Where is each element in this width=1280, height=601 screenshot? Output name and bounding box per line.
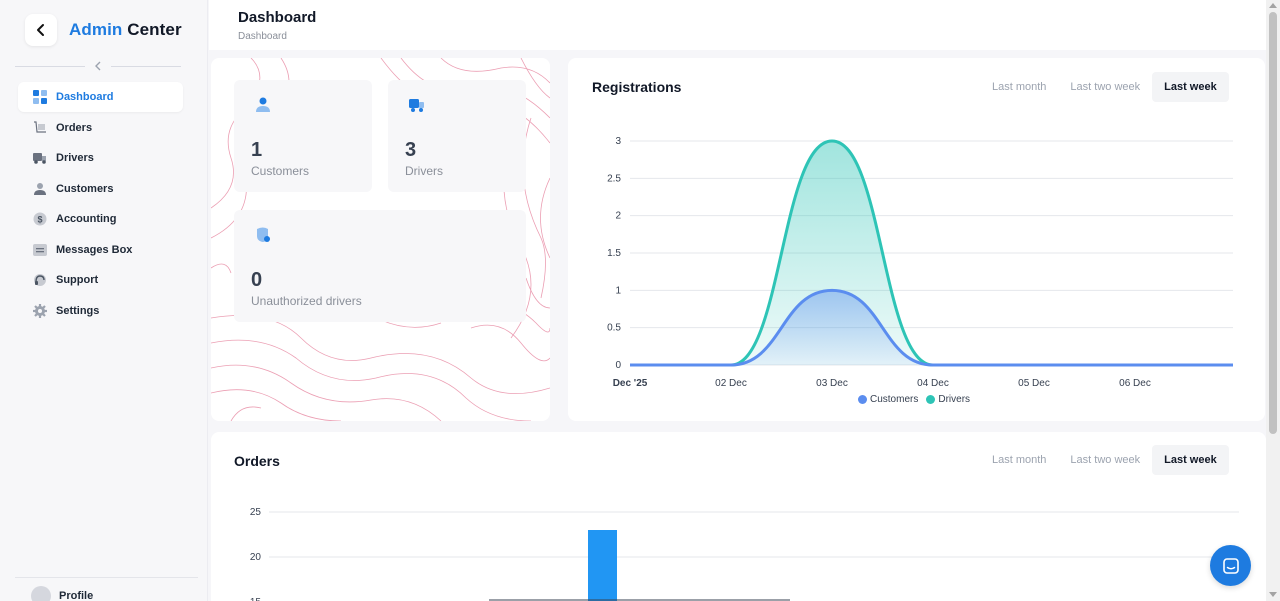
line-customers bbox=[629, 288, 1233, 367]
customers-label: Customers bbox=[251, 164, 310, 178]
customers-stat-card[interactable]: 1 Customers bbox=[234, 80, 372, 192]
y-tick-label: 25 bbox=[250, 507, 262, 518]
truck-icon bbox=[33, 151, 47, 165]
message-icon bbox=[33, 243, 47, 257]
truck-icon bbox=[409, 99, 424, 112]
drivers-label: Drivers bbox=[405, 164, 443, 178]
y-tick-label: 3 bbox=[615, 136, 621, 147]
y-tick-label: 2 bbox=[615, 211, 621, 222]
y-tick-label: 15 bbox=[250, 597, 262, 601]
legend-item-drivers[interactable]: Drivers bbox=[926, 394, 970, 405]
scrollbar[interactable] bbox=[1266, 0, 1280, 601]
svg-text:$: $ bbox=[37, 215, 42, 225]
dashboard-icon bbox=[33, 90, 47, 104]
drivers-stat-card[interactable]: 3 Drivers bbox=[388, 80, 526, 192]
unauthorized-drivers-stat-card[interactable]: 0 Unauthorized drivers bbox=[234, 210, 526, 322]
chevron-left-icon bbox=[37, 24, 44, 36]
chevron-left-icon bbox=[90, 58, 106, 76]
sidebar-item-label: Settings bbox=[56, 304, 100, 317]
tab-last-month[interactable]: Last month bbox=[992, 454, 1047, 466]
orders-icon bbox=[33, 120, 47, 135]
registrations-tabs: Last month Last two week Last week bbox=[980, 72, 1229, 102]
scrollbar-thumb[interactable] bbox=[1269, 12, 1277, 434]
x-tick-label: Dec '25 bbox=[613, 378, 648, 389]
page-title: Dashboard bbox=[238, 9, 317, 26]
sidebar-item-label: Customers bbox=[56, 182, 114, 195]
collapse-sidebar-button[interactable] bbox=[15, 58, 181, 76]
bar bbox=[588, 530, 617, 601]
sidebar-item-label: Dashboard bbox=[56, 91, 114, 103]
unauthorized-drivers-label: Unauthorized drivers bbox=[251, 294, 362, 308]
customers-count: 1 bbox=[251, 139, 263, 161]
sidebar: Admin Center Dashboard Orders Drivers Cu… bbox=[0, 0, 208, 601]
registrations-legend: Customers Drivers bbox=[858, 394, 978, 405]
area-drivers bbox=[630, 141, 1233, 365]
sidebar-item-orders[interactable]: Orders bbox=[18, 113, 183, 143]
y-tick-label: 1 bbox=[615, 285, 621, 296]
orders-panel: Orders Last month Last two week Last wee… bbox=[211, 432, 1266, 601]
y-tick-label: 1.5 bbox=[607, 248, 621, 259]
sidebar-item-customers[interactable]: Customers bbox=[18, 174, 183, 204]
sidebar-nav: Dashboard Orders Drivers Customers $ Acc… bbox=[18, 82, 183, 326]
sidebar-item-label: Orders bbox=[56, 121, 93, 134]
area-customers bbox=[630, 290, 1233, 365]
scroll-up-icon[interactable] bbox=[1269, 3, 1277, 8]
y-tick-label: 20 bbox=[250, 552, 262, 563]
legend-marker bbox=[858, 395, 867, 404]
profile-button[interactable]: Profile bbox=[15, 577, 198, 601]
sidebar-item-label: Drivers bbox=[56, 152, 94, 164]
scroll-down-icon[interactable] bbox=[1269, 592, 1277, 597]
sidebar-item-drivers[interactable]: Drivers bbox=[18, 143, 183, 173]
user-icon bbox=[256, 97, 270, 112]
tab-last-week[interactable]: Last week bbox=[1152, 72, 1229, 102]
sidebar-item-dashboard[interactable]: Dashboard bbox=[18, 82, 183, 112]
x-tick-label: 04 Dec bbox=[917, 378, 949, 389]
tab-last-month[interactable]: Last month bbox=[992, 81, 1047, 93]
tab-last-two-week[interactable]: Last two week bbox=[1070, 81, 1141, 93]
x-tick-label: 03 Dec bbox=[816, 378, 848, 389]
legend-marker bbox=[926, 395, 936, 404]
avatar bbox=[31, 586, 51, 601]
legend-label: Customers bbox=[870, 394, 919, 405]
brand: Admin Center bbox=[25, 14, 182, 46]
sidebar-item-messages-box[interactable]: Messages Box bbox=[18, 235, 183, 265]
sidebar-item-label: Messages Box bbox=[56, 243, 133, 256]
sidebar-item-accounting[interactable]: $ Accounting bbox=[18, 204, 183, 234]
y-tick-label: 2.5 bbox=[607, 173, 621, 184]
dollar-icon: $ bbox=[33, 212, 47, 226]
orders-title: Orders bbox=[234, 453, 280, 469]
legend-label: Drivers bbox=[938, 394, 971, 405]
chat-button[interactable] bbox=[1210, 545, 1251, 586]
profile-label: Profile bbox=[59, 590, 94, 601]
gear-icon bbox=[33, 303, 47, 318]
x-tick-label: 02 Dec bbox=[715, 378, 747, 389]
stats-panel: 1 Customers 3 Drivers 0 Unauthorized dri… bbox=[211, 58, 550, 421]
registrations-chart: 0 0.5 1 1.5 2 2.5 3 Dec '25 02 Dec 03 Dec 04 Dec 05… bbox=[607, 136, 1233, 389]
unauthorized-drivers-count: 0 bbox=[251, 269, 263, 291]
shield-icon bbox=[257, 227, 270, 242]
registrations-title: Registrations bbox=[592, 79, 682, 95]
tab-last-week[interactable]: Last week bbox=[1152, 445, 1229, 475]
support-icon bbox=[33, 273, 47, 287]
x-tick-label: 05 Dec bbox=[1018, 378, 1050, 389]
sidebar-item-label: Support bbox=[56, 274, 99, 286]
legend-item-customers[interactable]: Customers bbox=[858, 394, 918, 405]
y-tick-label: 0.5 bbox=[607, 323, 621, 334]
orders-tabs: Last month Last two week Last week bbox=[980, 445, 1229, 475]
back-button[interactable] bbox=[25, 14, 57, 46]
app-title: Admin Center bbox=[69, 20, 182, 39]
y-tick-label: 0 bbox=[615, 360, 621, 371]
user-icon bbox=[33, 182, 47, 196]
sidebar-item-settings[interactable]: Settings bbox=[18, 296, 183, 326]
sidebar-item-support[interactable]: Support bbox=[18, 265, 183, 295]
sidebar-item-label: Accounting bbox=[56, 213, 117, 225]
breadcrumb: Dashboard bbox=[238, 31, 287, 42]
registrations-panel: Registrations Last month Last two week L… bbox=[568, 58, 1265, 421]
page-header: Dashboard Dashboard bbox=[209, 0, 1266, 50]
tab-last-two-week[interactable]: Last two week bbox=[1070, 454, 1141, 466]
drivers-count: 3 bbox=[405, 139, 417, 161]
orders-chart: 15 20 25 bbox=[250, 507, 1239, 601]
x-tick-label: 06 Dec bbox=[1119, 378, 1151, 389]
chat-icon bbox=[1222, 557, 1239, 574]
